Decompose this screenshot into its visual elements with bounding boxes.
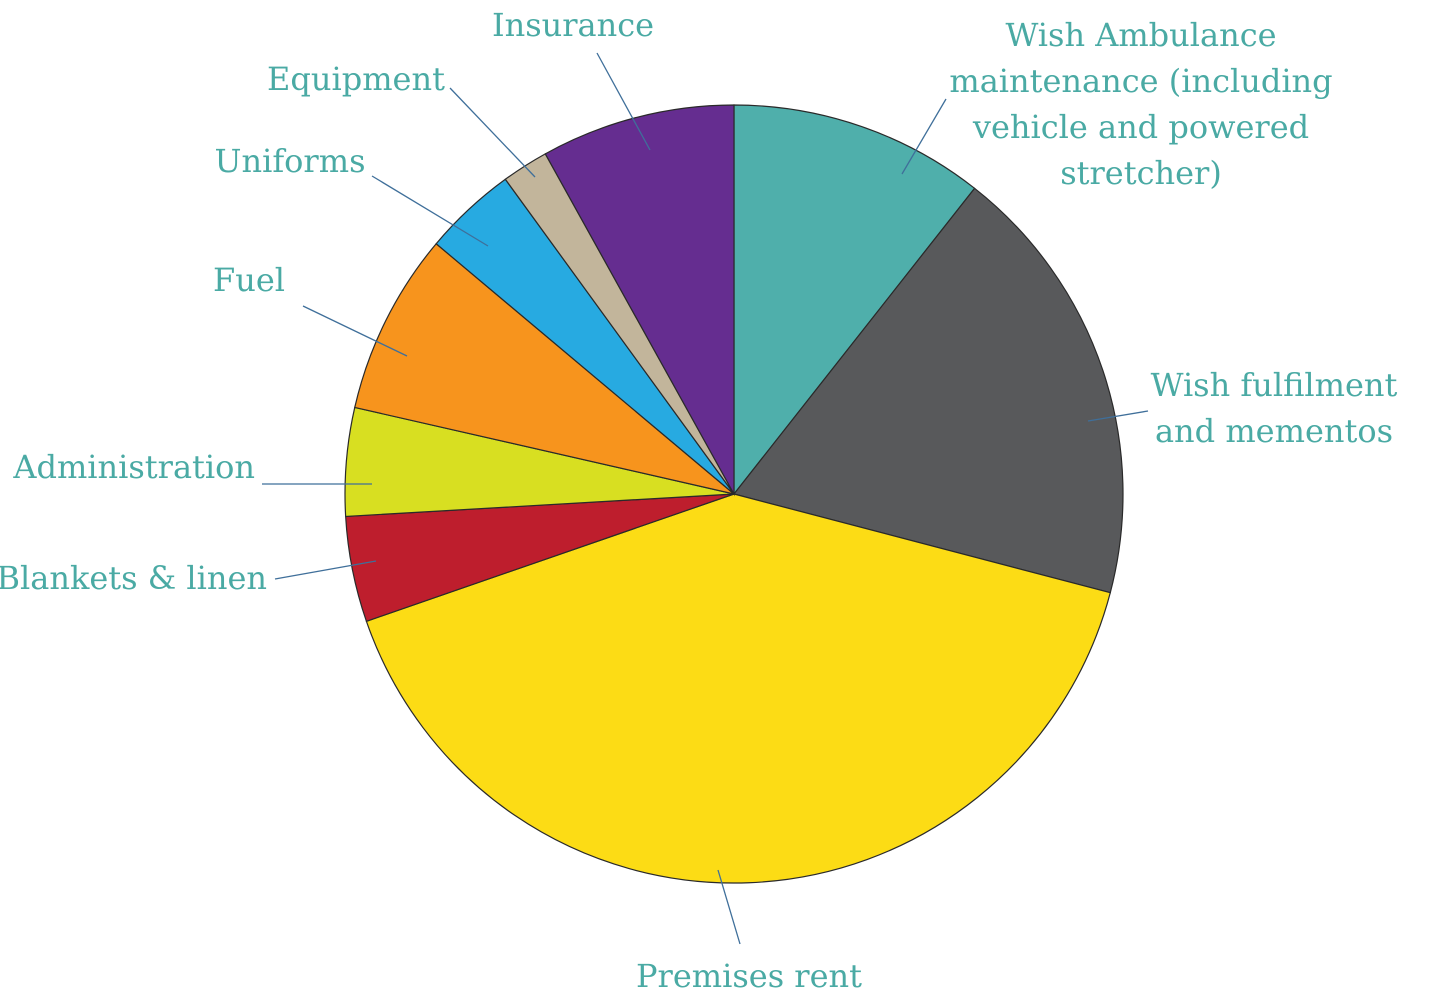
- slice-label: Uniforms: [215, 142, 366, 180]
- slice-label: Fuel: [213, 261, 285, 299]
- leader-line: [1087, 410, 1149, 422]
- leader-line: [274, 560, 377, 580]
- leader-line: [449, 87, 536, 178]
- slice-label-line: Fuel: [213, 261, 285, 299]
- slice-label: Wish Ambulance maintenance (including vehi…: [949, 16, 1332, 192]
- leader-line: [717, 869, 741, 945]
- slice-label: Insurance: [492, 6, 654, 44]
- slice-label-line: and mementos: [1155, 412, 1393, 450]
- slice-label: Administration: [12, 448, 255, 486]
- slice-label-line: Premises rent: [636, 957, 862, 991]
- slice-label-line: Uniforms: [215, 142, 366, 180]
- pie-slice: [733, 104, 976, 496]
- slice-label: Blankets & linen: [0, 559, 267, 597]
- leader-line: [596, 52, 651, 151]
- pie-slice: [732, 187, 1124, 594]
- slice-label: Premises rent: [636, 957, 862, 991]
- slices-layer: [344, 104, 1124, 884]
- leader-line: [901, 98, 947, 175]
- labels-layer: Wish Ambulance maintenance (including vehi…: [0, 6, 1398, 991]
- slice-label-line: Wish Ambulance: [1005, 16, 1276, 54]
- slice-label-line: vehicle and powered: [972, 108, 1309, 146]
- pie-slice: [365, 493, 1112, 884]
- slice-label: Equipment: [267, 60, 445, 98]
- pie-slice: [544, 104, 735, 497]
- leader-line: [371, 175, 489, 247]
- slice-label-line: Blankets & linen: [0, 559, 267, 597]
- slice-label-line: Equipment: [267, 60, 445, 98]
- leader-line: [302, 305, 408, 357]
- slice-label-line: Administration: [12, 448, 255, 486]
- slice-label-line: maintenance (including: [949, 62, 1332, 100]
- slice-label: Wish fulfilment and mementos: [1151, 366, 1398, 450]
- leader-lines-layer: [262, 52, 1149, 945]
- pie-slice: [354, 242, 735, 495]
- slice-label-line: Insurance: [492, 6, 654, 44]
- slice-label-line: stretcher): [1060, 154, 1222, 192]
- slice-label-line: Wish fulfilment: [1151, 366, 1398, 404]
